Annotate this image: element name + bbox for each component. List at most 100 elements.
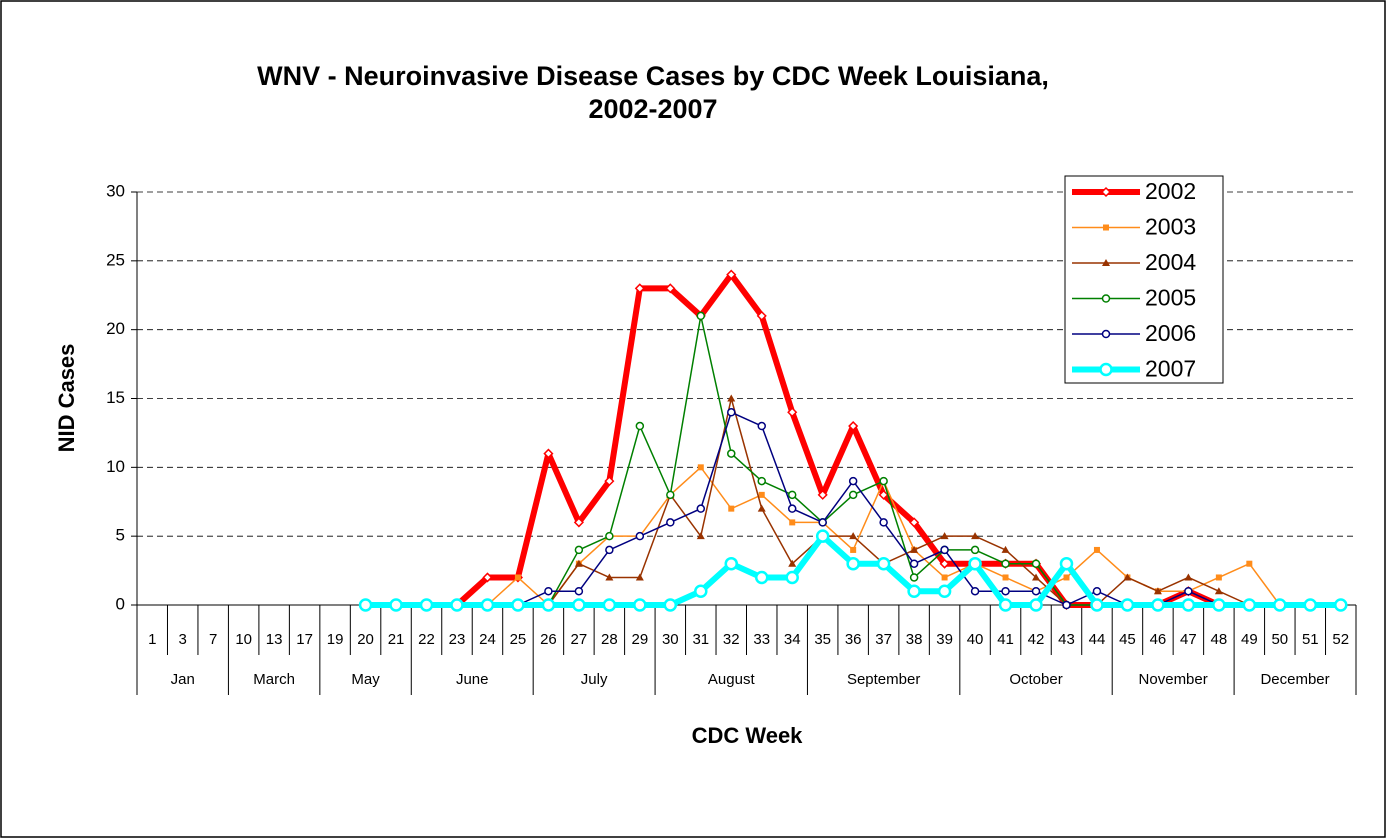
y-tick-label: 25	[106, 250, 125, 269]
chart-title: 2002-2007	[588, 94, 717, 124]
point	[574, 586, 584, 596]
y-tick-label: 20	[106, 319, 125, 338]
group-label: June	[456, 671, 489, 688]
point	[389, 598, 403, 612]
point	[1184, 586, 1193, 596]
group-label: October	[1009, 671, 1062, 688]
x-tick-label: 29	[631, 631, 648, 648]
point	[666, 490, 675, 500]
point	[697, 464, 704, 471]
legend-marker	[1101, 294, 1111, 303]
point	[1092, 586, 1102, 596]
point	[848, 490, 858, 500]
legend-box	[1064, 175, 1224, 384]
point	[909, 559, 919, 568]
group-label: March	[253, 671, 295, 688]
point	[848, 420, 859, 432]
x-tick-label: 40	[967, 631, 984, 648]
x-tick-label: 47	[1180, 631, 1197, 648]
point	[450, 598, 464, 612]
x-tick-label: 26	[540, 631, 557, 648]
x-tick-label: 23	[449, 631, 466, 648]
point	[663, 598, 678, 612]
x-tick-label: 48	[1211, 631, 1228, 648]
y-tick-label: 10	[106, 457, 125, 476]
group-label: May	[351, 671, 380, 688]
point	[937, 584, 952, 598]
point	[634, 283, 645, 294]
x-tick-label: 36	[845, 631, 862, 648]
point	[817, 489, 828, 500]
x-tick-label: 34	[784, 631, 801, 648]
point	[1029, 598, 1043, 612]
legend-label: 2007	[1145, 356, 1196, 382]
x-tick-label: 27	[571, 631, 588, 648]
point	[1031, 586, 1041, 596]
point	[756, 310, 767, 321]
point	[910, 545, 919, 553]
x-tick-label: 50	[1271, 631, 1288, 648]
point	[602, 598, 617, 612]
point	[757, 504, 766, 512]
y-tick-label: 15	[106, 388, 125, 407]
x-tick-label: 30	[662, 631, 679, 648]
point	[694, 584, 708, 598]
x-tick-label: 44	[1089, 631, 1106, 648]
legend-marker	[1102, 259, 1110, 266]
point	[543, 448, 554, 459]
point	[1303, 598, 1318, 612]
point	[818, 518, 827, 527]
group-label: July	[581, 671, 608, 688]
point	[1214, 587, 1223, 595]
point	[1334, 598, 1348, 612]
point	[1062, 600, 1071, 610]
point	[419, 598, 434, 612]
legend-marker	[1100, 186, 1112, 198]
point	[728, 505, 735, 512]
point	[1184, 573, 1193, 581]
x-tick-label: 1	[148, 631, 156, 648]
x-tick-label: 22	[418, 631, 435, 648]
x-tick-label: 41	[997, 631, 1014, 648]
point	[815, 529, 830, 543]
point	[666, 518, 675, 527]
legend-label: 2003	[1145, 214, 1196, 240]
point	[940, 532, 949, 540]
x-tick-label: 17	[296, 631, 313, 648]
point	[514, 574, 521, 581]
point	[1032, 573, 1041, 581]
legend-label: 2004	[1145, 249, 1196, 275]
group-label: December	[1260, 671, 1329, 688]
chart-title: WNV - Neuroinvasive Disease Cases by CDC…	[257, 61, 1049, 91]
point	[907, 584, 921, 598]
point	[1273, 598, 1287, 612]
x-tick-label: 32	[723, 631, 740, 648]
point	[605, 545, 614, 555]
x-tick-label: 24	[479, 631, 496, 648]
point	[971, 532, 980, 540]
point	[541, 598, 556, 612]
x-tick-label: 52	[1332, 631, 1349, 648]
x-tick-label: 46	[1150, 631, 1167, 648]
point	[605, 573, 614, 581]
point	[785, 570, 799, 585]
point	[635, 573, 644, 581]
point	[727, 394, 736, 402]
point	[696, 532, 705, 540]
point	[757, 476, 766, 486]
point	[754, 570, 769, 585]
x-tick-label: 43	[1058, 631, 1075, 648]
point	[1123, 573, 1132, 581]
x-tick-label: 51	[1302, 631, 1319, 648]
x-tick-label: 45	[1119, 631, 1136, 648]
point	[879, 476, 888, 486]
point	[970, 586, 980, 596]
point	[757, 421, 766, 431]
point	[1001, 545, 1010, 553]
x-tick-label: 13	[266, 631, 283, 648]
group-label: Jan	[171, 671, 195, 688]
point	[635, 531, 645, 541]
point	[787, 504, 797, 513]
point	[876, 556, 891, 571]
